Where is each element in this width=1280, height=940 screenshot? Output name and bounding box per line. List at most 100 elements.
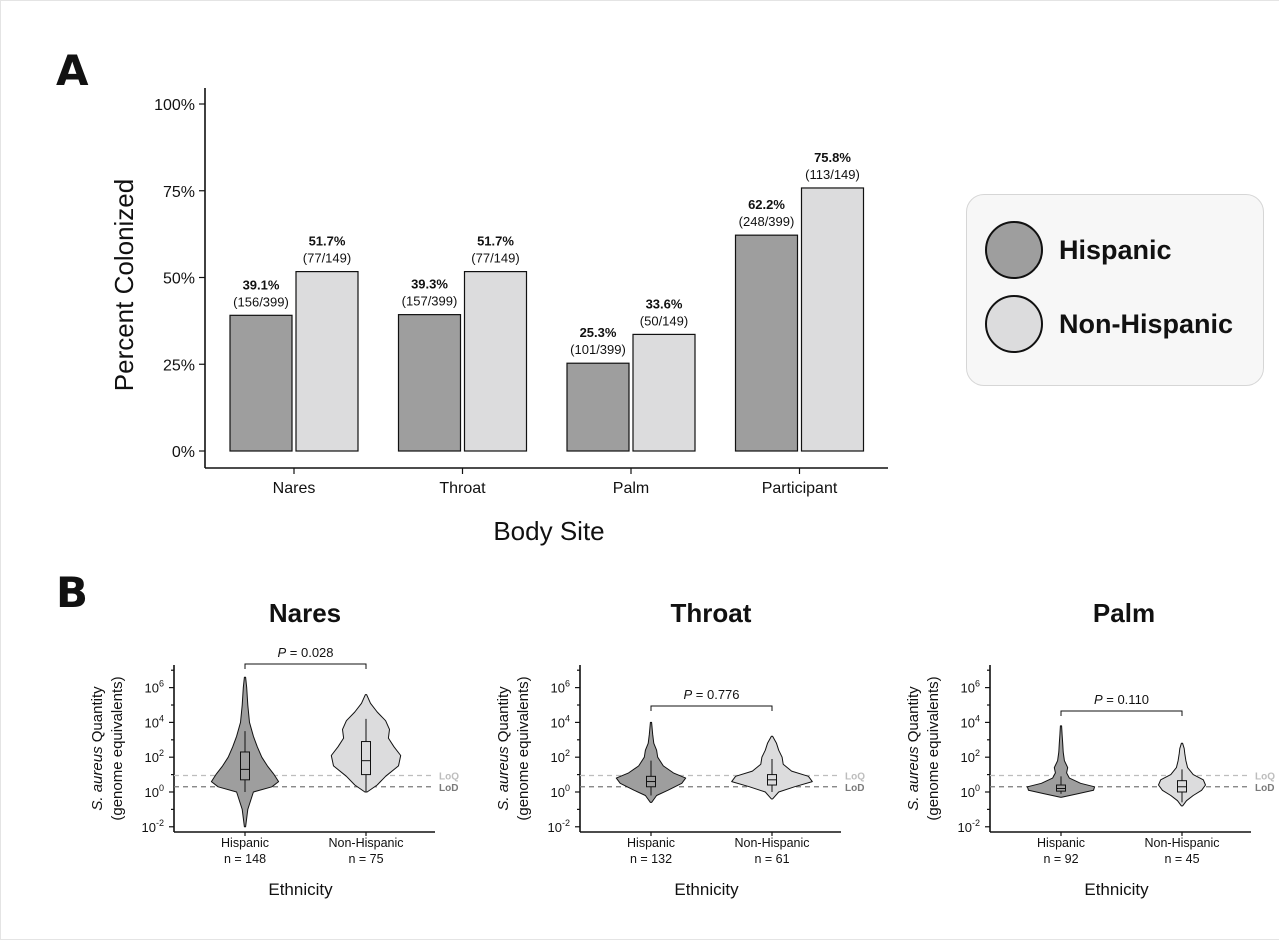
- bar-value-label: 75.8%: [814, 150, 851, 165]
- violin-y-tick-label: 10-2: [142, 818, 164, 835]
- bar-value-label: 39.1%: [243, 277, 280, 292]
- violin-y-tick-label: 100: [961, 783, 980, 800]
- violin-title: Palm: [1093, 598, 1155, 628]
- p-value-label: P = 0.028: [277, 645, 333, 660]
- bar-y-tick-label: 50%: [163, 271, 195, 288]
- violin-y-tick-label: 104: [551, 713, 570, 730]
- violin-n-label: n = 132: [630, 852, 672, 866]
- bar-value-label: 33.6%: [646, 296, 683, 311]
- violin-x-axis-title: Ethnicity: [1084, 880, 1149, 899]
- violin-non-hispanic: [330, 694, 402, 793]
- violin-category-label: Non-Hispanic: [328, 836, 403, 850]
- violin-panel-palm: Palm 10-2 100 102 104 106 S. aureus Quantity (g…: [905, 598, 1275, 899]
- lod-label: LoD: [439, 783, 458, 794]
- legend-swatch-hispanic: [985, 221, 1043, 279]
- bar-x-tick-label: Nares: [273, 480, 316, 497]
- violin-category-label: Non-Hispanic: [1144, 836, 1219, 850]
- violin-y-tick-label: 10-2: [958, 818, 980, 835]
- p-value-bracket: [244, 663, 367, 669]
- boxplot-box: [361, 741, 371, 776]
- bar-x-ticks: Nares Throat Palm Participant: [273, 468, 838, 497]
- violin-y-axis-title: S. aureus Quantity: [905, 686, 922, 811]
- violin-y-axis-title-line2: (genome equivalents): [925, 676, 942, 820]
- legend: Hispanic Non-Hispanic: [966, 194, 1264, 386]
- boxplot-box: [240, 751, 250, 781]
- bar-nares-non-hispanic: [295, 271, 359, 452]
- violin-title: Throat: [671, 598, 752, 628]
- bar-count-label: (156/399): [233, 294, 289, 309]
- bar-palm-hispanic: [566, 362, 630, 452]
- violin-y-tick-label: 10-2: [548, 818, 570, 835]
- violin-y-tick-label: 102: [961, 748, 980, 765]
- bar-throat-non-hispanic: [463, 271, 528, 452]
- bar-count-label: (77/149): [303, 251, 351, 266]
- bar-chart: 0% 25% 50% 75% 100% 39.1% (156/399) 51.7% (77/1…: [109, 88, 888, 546]
- violin-y-axis-title: S. aureus Quantity: [495, 686, 512, 811]
- bar-x-tick-label: Throat: [439, 480, 486, 497]
- violin-y-tick-label: 100: [551, 783, 570, 800]
- bar-count-label: (77/149): [471, 251, 519, 266]
- violin-n-label: n = 75: [348, 852, 383, 866]
- panel-a-letter: A: [56, 46, 89, 95]
- bar-participant-hispanic: [734, 234, 799, 452]
- violin-x-axis-title: Ethnicity: [268, 880, 333, 899]
- bar-y-ticks: 0% 25% 50% 75% 100%: [154, 97, 205, 461]
- bar-count-label: (101/399): [570, 342, 626, 357]
- violin-n-label: n = 45: [1164, 852, 1199, 866]
- violin-category-label: Non-Hispanic: [734, 836, 809, 850]
- bar-value-label: 51.7%: [477, 234, 514, 249]
- violin-panel-throat: Throat 10-2 100 102 104 106 S. aureus Quantity…: [495, 598, 865, 899]
- violin-y-tick-label: 106: [551, 679, 570, 696]
- violin-category-label: Hispanic: [1037, 836, 1085, 850]
- bar-value-label: 39.3%: [411, 277, 448, 292]
- p-value-label: P = 0.110: [1094, 692, 1149, 707]
- lod-label: LoD: [845, 783, 864, 794]
- violin-y-tick-label: 106: [961, 679, 980, 696]
- loq-label: LoQ: [1255, 771, 1275, 782]
- violin-n-label: n = 148: [224, 852, 266, 866]
- bar-y-tick-label: 100%: [154, 97, 195, 114]
- bar-count-label: (50/149): [640, 313, 688, 328]
- violin-panel-nares: Nares 10-2 100 102 104 106 S. aureus Quantity(…: [89, 598, 459, 899]
- bar-value-label: 62.2%: [748, 197, 785, 212]
- violin-category-label: Hispanic: [221, 836, 269, 850]
- violin-y-axis-title-line2: (genome equivalents): [109, 676, 126, 820]
- violin-x-axis-title: Ethnicity: [674, 880, 739, 899]
- bar-participant-non-hispanic: [800, 187, 865, 452]
- bar-x-axis-title: Body Site: [493, 516, 604, 546]
- p-value-label: P = 0.776: [683, 687, 739, 702]
- violin-category-label: Hispanic: [627, 836, 675, 850]
- legend-item-hispanic: Hispanic: [985, 219, 1172, 281]
- loq-label: LoQ: [845, 771, 865, 782]
- bar-value-label: 51.7%: [309, 234, 346, 249]
- bar-nares-hispanic: [229, 314, 293, 452]
- violin-y-tick-label: 106: [145, 679, 164, 696]
- violin-hispanic: [1026, 725, 1096, 798]
- bar-value-label: 25.3%: [580, 325, 617, 340]
- bar-marks: 39.1% (156/399) 51.7% (77/149) 39.3% (157/399…: [229, 150, 865, 452]
- bar-count-label: (113/149): [805, 167, 860, 182]
- loq-label: LoQ: [439, 771, 459, 782]
- violin-title: Nares: [269, 598, 341, 628]
- legend-item-non-hispanic: Non-Hispanic: [985, 293, 1233, 355]
- violin-n-label: n = 61: [754, 852, 789, 866]
- legend-label-non-hispanic: Non-Hispanic: [1059, 308, 1234, 339]
- bar-x-tick-label: Participant: [762, 480, 838, 497]
- lod-label: LoD: [1255, 783, 1274, 794]
- bar-count-label: (248/399): [739, 214, 795, 229]
- bar-y-axis-title: Percent Colonized: [109, 179, 139, 391]
- violin-n-label: n = 92: [1043, 852, 1078, 866]
- violin-y-tick-label: 102: [145, 748, 164, 765]
- legend-swatch-non-hispanic: [985, 295, 1043, 353]
- bar-count-label: (157/399): [402, 294, 458, 309]
- violin-y-tick-label: 102: [551, 748, 570, 765]
- bar-y-tick-label: 0%: [172, 444, 195, 461]
- bar-x-tick-label: Palm: [613, 480, 649, 497]
- panel-b-letter: B: [56, 568, 89, 617]
- legend-label-hispanic: Hispanic: [1059, 234, 1172, 265]
- violin-y-axis-title-line2: (genome equivalents): [515, 676, 532, 820]
- violin-y-axis-title: S. aureus Quantity: [89, 686, 106, 811]
- violin-y-tick-label: 104: [961, 713, 980, 730]
- bar-y-tick-label: 75%: [163, 184, 195, 201]
- violin-y-tick-label: 100: [145, 783, 164, 800]
